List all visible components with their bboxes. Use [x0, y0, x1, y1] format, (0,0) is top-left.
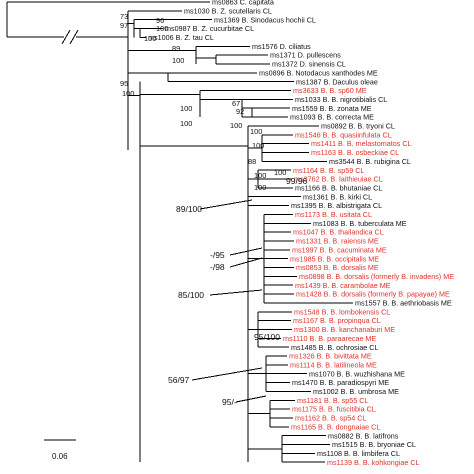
support-value: 100 [156, 24, 168, 33]
tip-label: ms1165 B. B. dongnaiae CL [291, 422, 380, 431]
tip-label: ms1361 B. B. kirki CL [303, 192, 372, 201]
tip-label: ms1047 B. B. thailandica CL [293, 228, 384, 237]
tip-label: ms0892 B. B. tryoni CL [321, 122, 395, 131]
support-value: 100 [180, 104, 192, 113]
tip-label: ms1548 B. B. lombokensis CL [294, 307, 390, 316]
support-value: 67 [232, 99, 240, 108]
tip-label: ms1559 B. B. zonata ME [292, 104, 372, 113]
tip-label: ms1326 B. B. bivittata ME [289, 352, 372, 361]
tip-label: ms1372 D. sinensis CL [272, 60, 346, 69]
tip-label: ms1557 B. B. aethriobasis ME [355, 299, 452, 308]
tip-label: ms1167 B. B. propinqua CL [293, 316, 381, 325]
tip-label: ms0853 B. B. dorsalis ME [296, 263, 379, 272]
support-value: 95 [120, 79, 128, 88]
tip-label: ms1300 B. B. kanchanaburi ME [294, 325, 395, 334]
tip-label: ms1395 B. B. albistrigata CL [291, 201, 382, 210]
support-value: 100 [172, 56, 184, 65]
tip-label: ms1006 B. Z. tau CL [148, 33, 214, 42]
tip-label: ms1331 B. B. raiensis ME [296, 237, 379, 246]
support-value: 100 [180, 119, 192, 128]
tip-label: ms1139 B. B. kohkongiae CL [327, 458, 420, 467]
tip-label: ms1470 B. B. paradiospyri ME [292, 378, 389, 387]
support-value: 89 [172, 44, 180, 53]
tip-label: ms1576 D. ciliatus [252, 42, 311, 51]
tip-label: ms1515 B. B. bryoniae CL [332, 440, 416, 449]
support-value: 88 [248, 157, 256, 166]
support-value: 89/100 [176, 204, 202, 214]
tip-label: ms1371 D. pullescens [270, 51, 341, 60]
tip-label: ms1439 B. B. carambolae ME [295, 281, 391, 290]
tip-label: ms1166 B. B. bhutaniae CL [295, 183, 382, 192]
tip-label: ms0882 B. B. latifrons [328, 431, 399, 440]
tip-label: ms1083 B. B. tuberculata ME [313, 219, 407, 228]
tip-label: ms1387 B. Daculus oleae [296, 77, 378, 86]
support-value: 96 [156, 16, 164, 25]
support-value: -/95 [210, 250, 225, 260]
support-value: 99/96 [286, 176, 308, 186]
tip-label: ms3762 B. B. laithieuiae CL [294, 175, 383, 184]
support-leader-line [229, 247, 263, 256]
tip-label: ms1985 B. B. occipitalis ME [290, 254, 379, 263]
support-leader-line [199, 199, 253, 210]
scale-bar-label: 0.06 [52, 452, 68, 461]
tip-label: ms1369 B. Sinodacus hochii CL [214, 15, 316, 24]
tip-label: ms3544 B. B. rubigina CL [329, 157, 411, 166]
tip-label: ms1546 B. B. quasiinfulata CL [295, 130, 392, 139]
support-value: 97 [120, 21, 128, 30]
tip-label: ms1411 B. B. melastomatos CL [311, 139, 412, 148]
tip-label: ms1093 B. B. correcta ME [290, 113, 374, 122]
tip-label: ms0863 C. capitata [212, 0, 274, 7]
support-value: 92 [236, 107, 244, 116]
support-value: -/98 [210, 262, 225, 272]
tip-label: ms1164 B. B. sp59 CL [293, 166, 364, 175]
tip-label: ms1114 B. B. latilineola ME [290, 360, 377, 369]
support-value: 85/100 [178, 290, 204, 300]
support-value: 56/97 [168, 375, 190, 385]
tip-label: ms0896 B. Notodacus xanthodes ME [259, 68, 378, 77]
tip-label: ms1163 B. B. osbeckiae CL [311, 148, 399, 157]
tip-label: ms0898 B. B. dorsalis (formerly B. invad… [299, 272, 454, 281]
branch-break-gap [64, 34, 76, 40]
support-value: 95/100 [254, 332, 280, 342]
tip-label: ms1181 B. B. sp55 CL [297, 396, 368, 405]
branch-break-mark [69, 29, 79, 45]
support-value: 100 [274, 168, 286, 177]
tip-label: ms1162 B. B. sp54 CL [295, 414, 366, 423]
tip-label: ms1108 B. B. limbifera CL [317, 449, 400, 458]
tip-label: ms1033 B. B. nigrotibialis CL [295, 95, 387, 104]
tip-label: ms1175 B. B. fuscitibia CL [292, 405, 376, 414]
tip-label: ms1110 B. B. paraarecae ME [283, 334, 376, 343]
tip-label: ms1428 B. B. dorsalis (formerly B. papay… [296, 290, 450, 299]
support-leader-line [229, 257, 263, 268]
support-leader-line [191, 367, 263, 381]
support-value: 100 [144, 34, 156, 43]
tree-branches [6, 1, 353, 463]
tip-label: ms1173 B. B. usitata CL [295, 210, 372, 219]
support-value: 73 [120, 12, 128, 21]
support-value: 100 [230, 121, 242, 130]
support-values: 7397961001008910095100100100679210010010… [120, 12, 308, 407]
support-leader-line [209, 289, 263, 296]
tip-label: ms1997 B. B. cacuminata ME [292, 245, 387, 254]
support-value: 100 [254, 171, 266, 180]
support-leader-line [235, 395, 267, 403]
support-value: 100 [252, 141, 264, 150]
support-value: 95/- [222, 397, 237, 407]
tip-label: ms1070 B. B. wuzhishana ME [309, 369, 405, 378]
tip-label: ms1485 B. B. ochrosiae CL [291, 343, 379, 352]
support-value: 100 [250, 127, 262, 136]
tip-label: ms1002 B. B. umbrosa ME [313, 387, 399, 396]
tip-label: ms3633 B. B. sp60 ME [293, 86, 367, 95]
tip-label: ms1030 B. Z. scutellaris CL [184, 6, 272, 15]
tip-label: ms0987 B. Z. cucurbitae CL [165, 24, 254, 33]
support-value: 100 [254, 183, 266, 192]
branch-break-mark [61, 29, 71, 45]
scale-bar: 0.06 [44, 439, 76, 461]
support-value: 100 [122, 89, 134, 98]
